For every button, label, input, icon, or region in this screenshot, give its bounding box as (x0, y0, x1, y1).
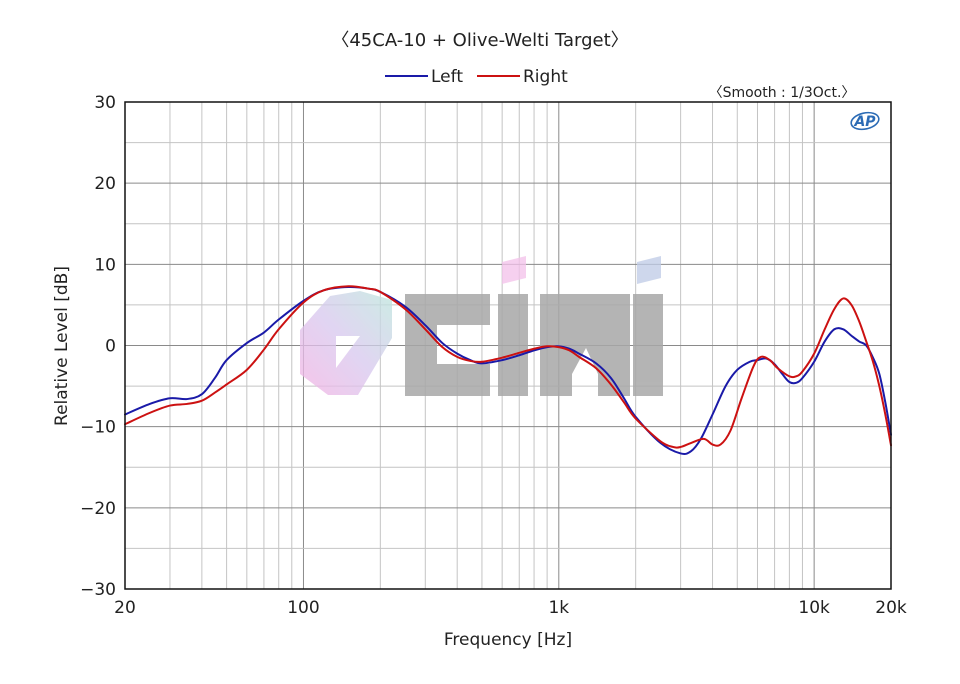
series-line-left (124, 286, 892, 455)
x-axis-label: Frequency [Hz] (444, 630, 572, 650)
x-tick-label: 20 (114, 598, 136, 618)
y-tick-label: 0 (105, 337, 116, 357)
y-tick-label: 30 (94, 93, 116, 113)
watermark-letter-i (498, 294, 528, 396)
smoothing-note: 〈Smooth : 1/3Oct.〉 (709, 85, 856, 101)
legend-label-left: Left (431, 67, 463, 87)
y-tick-label: −30 (80, 580, 116, 600)
y-axis-ticks: 30 20 10 0 −10 −20 −30 (80, 93, 116, 600)
ap-logo-ring (850, 111, 880, 131)
watermark-logo (300, 256, 663, 396)
grid (125, 102, 891, 589)
y-tick-label: 20 (94, 174, 116, 194)
ap-logo-text: AP (853, 114, 876, 130)
legend: Left Right (385, 67, 568, 87)
chart-title: 〈45CA-10 + Olive-Welti Target〉 (331, 30, 628, 51)
y-tick-label: −10 (80, 418, 116, 438)
ap-logo: AP (850, 111, 880, 131)
y-tick-label: 10 (94, 255, 116, 275)
x-tick-label: 1k (548, 598, 569, 618)
x-tick-label: 10k (798, 598, 830, 618)
x-tick-label: 100 (287, 598, 319, 618)
watermark-letter-i (633, 294, 663, 396)
watermark-letter-k (540, 294, 630, 396)
y-axis-label: Relative Level [dB] (52, 266, 72, 426)
series-line-right (124, 285, 892, 449)
series-layer (124, 285, 892, 455)
x-tick-label: 20k (875, 598, 907, 618)
legend-label-right: Right (523, 67, 568, 87)
y-tick-label: −20 (80, 499, 116, 519)
watermark-letter-c (405, 294, 490, 396)
plot-frame (124, 101, 892, 590)
watermark-dot (637, 256, 661, 284)
watermark-hexagon (300, 291, 392, 395)
watermark-dot (502, 256, 526, 284)
x-axis-ticks: 20 100 1k 10k 20k (114, 598, 907, 618)
